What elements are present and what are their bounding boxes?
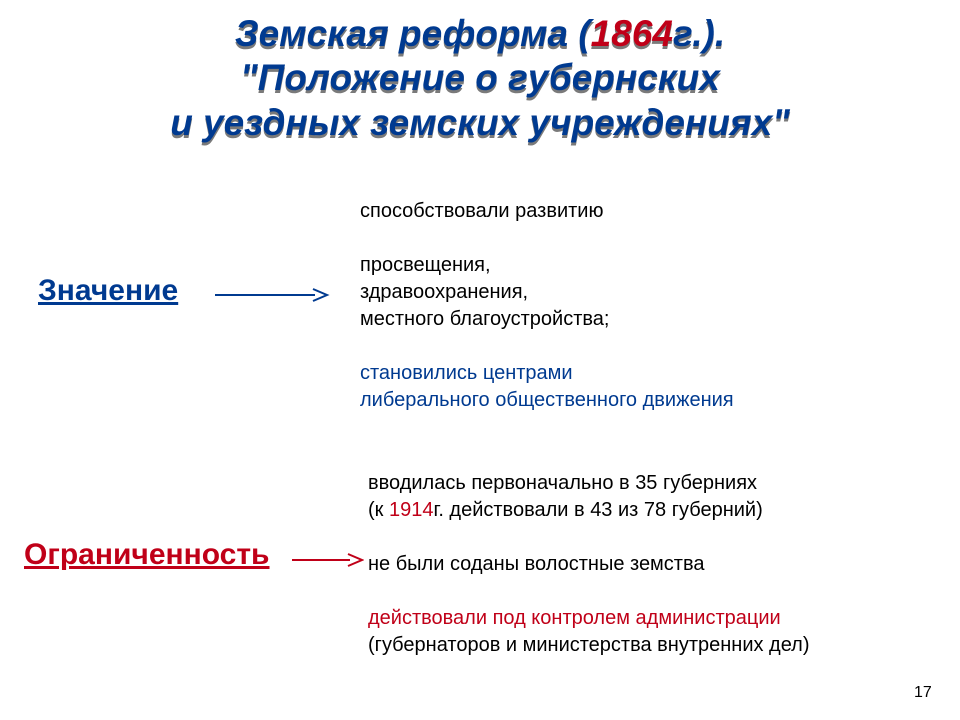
text-line: либерального общественного движения	[360, 387, 734, 414]
text-line: вводилась первоначально в 35 губерниях	[368, 470, 810, 497]
title-line3: и уездных земских учреждениях"	[170, 102, 790, 143]
text-line: не были соданы волостные земства	[368, 551, 810, 578]
section2-label: Ограниченность	[24, 538, 270, 572]
title-line1: Земская реформа (1864г.).	[235, 13, 725, 54]
title-line2: "Положение о губернских	[240, 57, 720, 98]
text-line: действовали под контролем администрации	[368, 605, 810, 632]
text-line: просвещения,	[360, 252, 734, 279]
title-line1-pre: Земская реформа (	[235, 13, 591, 54]
text-line	[368, 578, 810, 605]
page-number: 17	[914, 684, 932, 702]
text-line: (губернаторов и министерства внутренних …	[368, 632, 810, 659]
text-line: становились центрами	[360, 360, 734, 387]
section1-arrow	[215, 287, 330, 303]
text-line: (к 1914г. действовали в 43 из 78 губерни…	[368, 497, 810, 524]
title-line1-year: 1864	[591, 13, 673, 54]
arrow-right-icon	[292, 552, 364, 568]
title-line1-post: г.).	[673, 13, 725, 54]
arrow-right-icon	[215, 287, 330, 303]
section2-text: вводилась первоначально в 35 губерниях(к…	[368, 470, 810, 659]
text-line: здравоохранения,	[360, 279, 734, 306]
section2-arrow	[292, 552, 364, 568]
text-line	[360, 225, 734, 252]
section1-label: Значение	[38, 274, 178, 308]
text-line	[368, 524, 810, 551]
text-line: способствовали развитию	[360, 198, 734, 225]
section1-text: способствовали развитию просвещения,здра…	[360, 198, 734, 414]
slide-viewport: Земская реформа (1864г.). "Положение о г…	[0, 0, 960, 720]
title-main: Земская реформа (1864г.). "Положение о г…	[0, 12, 960, 145]
text-line: местного благоустройства;	[360, 306, 734, 333]
text-line	[360, 333, 734, 360]
